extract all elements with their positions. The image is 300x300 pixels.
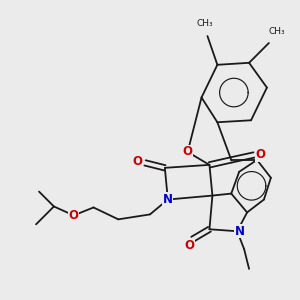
Text: O: O — [133, 155, 142, 168]
Text: O: O — [183, 146, 193, 158]
Text: CH₃: CH₃ — [196, 19, 213, 28]
Text: CH₃: CH₃ — [268, 27, 285, 36]
Text: N: N — [235, 225, 244, 238]
Text: O: O — [256, 148, 266, 161]
Text: O: O — [69, 209, 79, 222]
Text: O: O — [184, 239, 194, 252]
Text: N: N — [163, 193, 173, 206]
